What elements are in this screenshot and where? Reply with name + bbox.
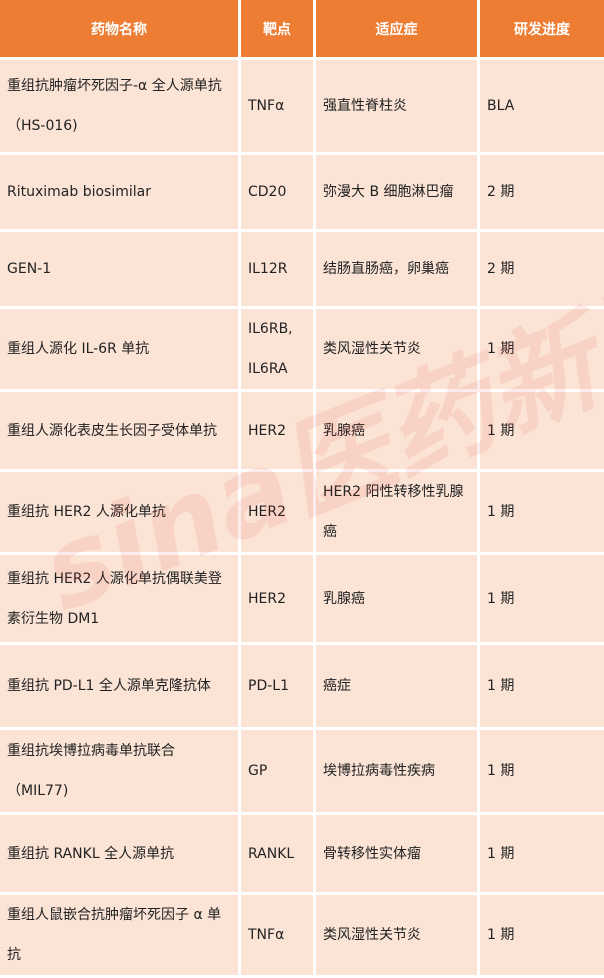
table-row: 重组人源化 IL-6R 单抗 IL6RB, IL6RA 类风湿性关节炎 1 期 xyxy=(0,309,604,389)
stage-cell: 2 期 xyxy=(480,155,604,229)
drug-name-cell: 重组人鼠嵌合抗肿瘤坏死因子 α 单抗 xyxy=(0,895,238,975)
indication-cell: 癌症 xyxy=(316,645,477,727)
drug-name-cell: 重组抗 RANKL 全人源单抗 xyxy=(0,815,238,892)
table-row: 重组人源化表皮生长因子受体单抗 HER2 乳腺癌 1 期 xyxy=(0,392,604,469)
stage-cell: 2 期 xyxy=(480,232,604,306)
stage-cell: 1 期 xyxy=(480,472,604,552)
drug-name-cell: 重组人源化 IL-6R 单抗 xyxy=(0,309,238,389)
stage-cell: 1 期 xyxy=(480,392,604,469)
indication-cell: 类风湿性关节炎 xyxy=(316,309,477,389)
header-indication: 适应症 xyxy=(316,0,477,57)
stage-cell: 1 期 xyxy=(480,730,604,812)
drug-name-cell: GEN-1 xyxy=(0,232,238,306)
indication-cell: HER2 阳性转移性乳腺癌 xyxy=(316,472,477,552)
drug-name-cell: 重组抗 PD-L1 全人源单克隆抗体 xyxy=(0,645,238,727)
drug-name-cell: 重组人源化表皮生长因子受体单抗 xyxy=(0,392,238,469)
target-cell: HER2 xyxy=(241,472,313,552)
table-row: 重组抗 RANKL 全人源单抗 RANKL 骨转移性实体瘤 1 期 xyxy=(0,815,604,892)
table-row: Rituximab biosimilar CD20 弥漫大 B 细胞淋巴瘤 2 期 xyxy=(0,155,604,229)
table-row: 重组抗肿瘤坏死因子-α 全人源单抗（HS-016) TNFα 强直性脊柱炎 BLA xyxy=(0,60,604,152)
table-row: 重组抗 HER2 人源化单抗偶联美登素衍生物 DM1 HER2 乳腺癌 1 期 xyxy=(0,555,604,642)
drug-name-cell: 重组抗 HER2 人源化单抗 xyxy=(0,472,238,552)
target-cell: RANKL xyxy=(241,815,313,892)
header-stage: 研发进度 xyxy=(480,0,604,57)
indication-cell: 强直性脊柱炎 xyxy=(316,60,477,152)
drug-name-cell: Rituximab biosimilar xyxy=(0,155,238,229)
stage-cell: 1 期 xyxy=(480,645,604,727)
header-target: 靶点 xyxy=(241,0,313,57)
target-cell: TNFα xyxy=(241,60,313,152)
drug-name-cell: 重组抗肿瘤坏死因子-α 全人源单抗（HS-016) xyxy=(0,60,238,152)
table-row: 重组抗 HER2 人源化单抗 HER2 HER2 阳性转移性乳腺癌 1 期 xyxy=(0,472,604,552)
stage-cell: BLA xyxy=(480,60,604,152)
drug-name-cell: 重组抗埃博拉病毒单抗联合（MIL77) xyxy=(0,730,238,812)
target-cell: TNFα xyxy=(241,895,313,975)
stage-cell: 1 期 xyxy=(480,815,604,892)
stage-cell: 1 期 xyxy=(480,895,604,975)
table-row: 重组抗埃博拉病毒单抗联合（MIL77) GP 埃博拉病毒性疾病 1 期 xyxy=(0,730,604,812)
table-row: 重组人鼠嵌合抗肿瘤坏死因子 α 单抗 TNFα 类风湿性关节炎 1 期 xyxy=(0,895,604,975)
indication-cell: 乳腺癌 xyxy=(316,392,477,469)
table-row: 重组抗 PD-L1 全人源单克隆抗体 PD-L1 癌症 1 期 xyxy=(0,645,604,727)
drug-name-cell: 重组抗 HER2 人源化单抗偶联美登素衍生物 DM1 xyxy=(0,555,238,642)
target-cell: GP xyxy=(241,730,313,812)
stage-cell: 1 期 xyxy=(480,555,604,642)
target-cell: PD-L1 xyxy=(241,645,313,727)
indication-cell: 乳腺癌 xyxy=(316,555,477,642)
target-cell: HER2 xyxy=(241,555,313,642)
header-drug-name: 药物名称 xyxy=(0,0,238,57)
table-row: GEN-1 IL12R 结肠直肠癌，卵巢癌 2 期 xyxy=(0,232,604,306)
indication-cell: 类风湿性关节炎 xyxy=(316,895,477,975)
indication-cell: 骨转移性实体瘤 xyxy=(316,815,477,892)
indication-cell: 埃博拉病毒性疾病 xyxy=(316,730,477,812)
target-cell: IL6RB, IL6RA xyxy=(241,309,313,389)
header-row: 药物名称 靶点 适应症 研发进度 xyxy=(0,0,604,57)
indication-cell: 结肠直肠癌，卵巢癌 xyxy=(316,232,477,306)
target-cell: HER2 xyxy=(241,392,313,469)
target-cell: IL12R xyxy=(241,232,313,306)
indication-cell: 弥漫大 B 细胞淋巴瘤 xyxy=(316,155,477,229)
stage-cell: 1 期 xyxy=(480,309,604,389)
target-cell: CD20 xyxy=(241,155,313,229)
